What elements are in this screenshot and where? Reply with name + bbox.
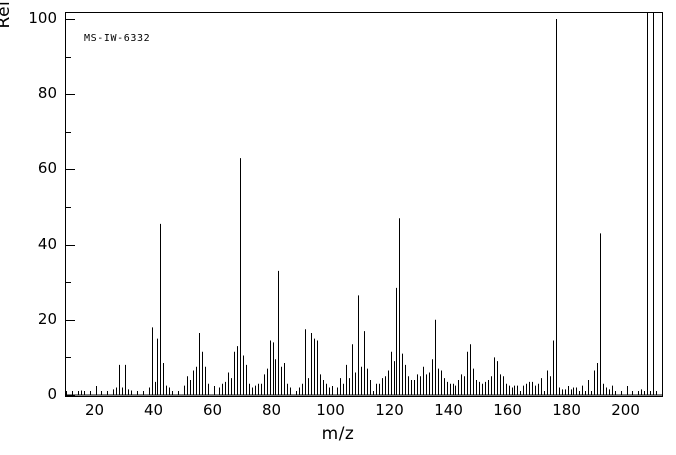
x-tick-label: 180 <box>552 401 581 419</box>
x-tick-label: 20 <box>84 401 105 419</box>
x-tick-label: 140 <box>434 401 463 419</box>
x-tick-label: 40 <box>143 401 164 419</box>
x-tick-label: 160 <box>493 401 522 419</box>
y-axis-label: Relative Intensity <box>0 0 14 100</box>
y-tick-label: 80 <box>37 84 57 103</box>
y-tick-label: 0 <box>47 385 57 403</box>
x-tick-label: 200 <box>611 401 640 419</box>
spectrum-canvas <box>66 13 662 396</box>
x-tick-label: 120 <box>375 401 404 419</box>
y-tick-label: 20 <box>37 309 57 328</box>
y-tick-label: 40 <box>37 234 57 253</box>
x-axis-label: m/z <box>321 424 355 444</box>
x-tick-label: 80 <box>261 401 282 419</box>
sample-label: MS-IW-6332 <box>84 33 151 44</box>
x-tick-label: 60 <box>202 401 223 419</box>
plot-area <box>65 12 663 397</box>
y-tick-label: 100 <box>28 9 57 27</box>
x-tick-label: 100 <box>316 401 345 419</box>
y-tick-label: 60 <box>37 159 57 178</box>
